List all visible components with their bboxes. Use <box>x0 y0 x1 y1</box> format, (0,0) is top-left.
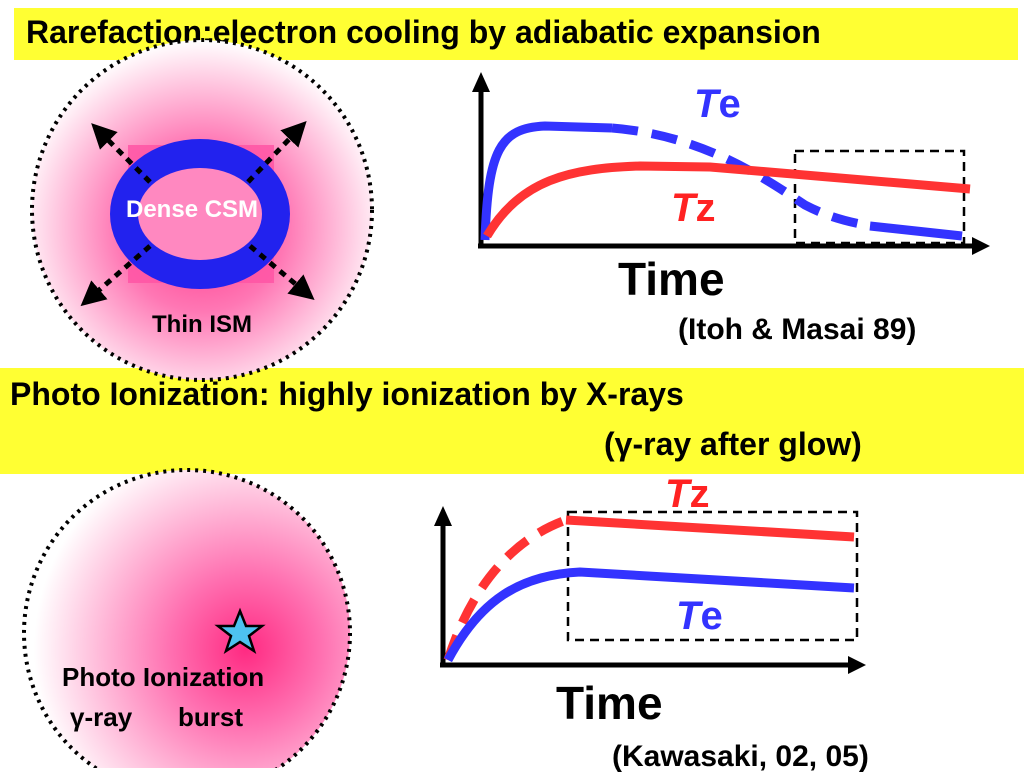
chart2-time-label: Time <box>556 677 663 729</box>
expansion-arrows <box>80 120 315 307</box>
chart1-te-curve <box>480 121 963 241</box>
chart1-tz-sub: z <box>695 186 716 230</box>
chart2-tz-T: T <box>665 472 690 516</box>
photo-ionization-circle <box>22 468 352 768</box>
chart1-te-label: Te <box>694 82 741 127</box>
chart2-tz-label: Tz <box>665 472 709 517</box>
chart2-axes <box>434 506 866 674</box>
csm-ring <box>110 139 290 289</box>
section2-citation: (Kawasaki, 02, 05) <box>612 740 869 773</box>
chart2-te-label: Te <box>676 594 723 639</box>
section1-title: Rarefaction:electron cooling by adiabati… <box>26 14 821 50</box>
chart1-axes <box>472 72 990 255</box>
chart2-te-curve <box>444 567 855 663</box>
section2-banner <box>0 368 1024 474</box>
burst-label: burst <box>178 702 243 732</box>
csm-label: Dense CSM <box>126 196 259 223</box>
chart2-te-T: T <box>676 594 701 638</box>
chart1-te-T: T <box>694 82 719 126</box>
chart2-tz-curve <box>443 515 855 662</box>
ism-label: Thin ISM <box>152 311 252 338</box>
chart1-tz-curve <box>483 161 971 239</box>
section2-title: Photo Ionization: highly ionization by X… <box>10 376 684 412</box>
photo-ionization-label: Photo Ionization <box>62 662 265 692</box>
star-icon <box>214 607 266 654</box>
section1-citation: (Itoh & Masai 89) <box>678 313 917 346</box>
chart2-tz-sub: z <box>689 472 710 516</box>
chart1-tz-label: Tz <box>671 186 715 231</box>
section2-subtitle: (γ-ray after glow) <box>604 426 862 462</box>
chart2-te-sub: e <box>700 594 723 638</box>
chart1-time-label: Time <box>618 253 725 305</box>
gamma-label: γ-ray <box>70 702 133 732</box>
chart1-highlight-box <box>793 149 966 245</box>
chart1-tz-T: T <box>671 186 696 230</box>
chart1-te-sub: e <box>718 82 741 126</box>
